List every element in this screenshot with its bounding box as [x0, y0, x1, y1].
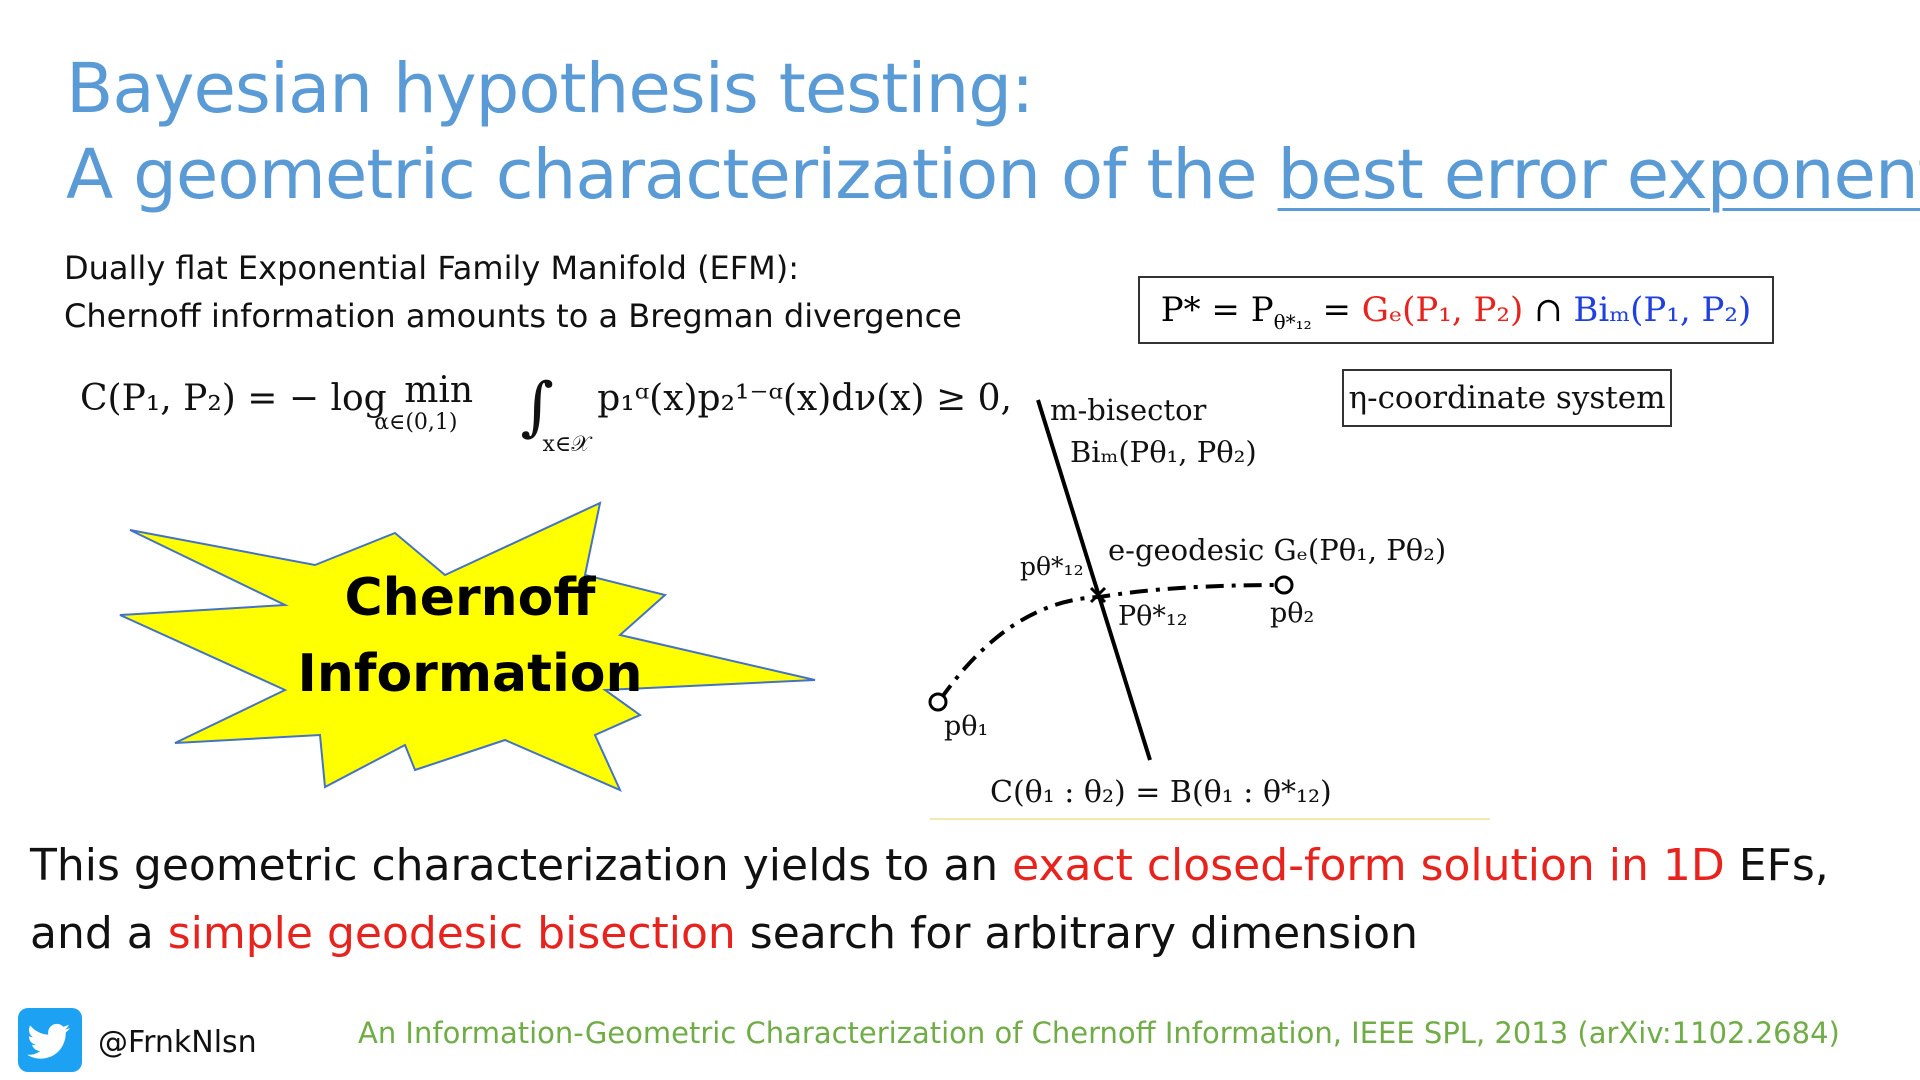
paper-reference: An Information-Geometric Characterizatio…	[358, 1016, 1840, 1050]
bisector-formula-label: Biₘ(Pθ₁, Pθ₂)	[1070, 435, 1257, 469]
pstar-bisector: Biₘ(P₁, P₂)	[1573, 290, 1752, 330]
slide-title: Bayesian hypothesis testing: A geometric…	[66, 46, 1920, 218]
starburst-line-2: Information	[297, 644, 643, 704]
p-theta2-label: pθ₂	[1270, 598, 1314, 629]
eta-coordinate-label: η-coordinate system	[1348, 380, 1666, 416]
p-theta1-label: pθ₁	[944, 711, 988, 742]
twitter-bird-glyph	[27, 1023, 71, 1059]
conclusion-text: This geometric characterization yields t…	[30, 832, 1829, 968]
starburst-text: Chernoff Information	[270, 560, 670, 712]
subtitle-line-1: Dually flat Exponential Family Manifold …	[64, 249, 800, 287]
title-line-2-prefix: A geometric characterization of the	[66, 135, 1278, 215]
p-theta1-point	[928, 692, 948, 712]
p-theta2-point	[1274, 575, 1294, 595]
formula-integral-subscript: x∈𝒳	[542, 432, 591, 457]
formula-min-subscript: α∈(0,1)	[374, 410, 458, 435]
conclusion-part-1: This geometric characterization yields t…	[30, 840, 1013, 891]
chernoff-formula: C(P₁, P₂) = − log min α∈(0,1) ∫ x∈𝒳 p₁ᵅ(…	[80, 370, 1012, 457]
pstar-equals: =	[1311, 290, 1362, 330]
e-geodesic-label: e-geodesic Gₑ(Pθ₁, Pθ₂)	[1108, 533, 1446, 567]
pstar-geodesic: Gₑ(P₁, P₂)	[1361, 290, 1524, 330]
pstar-prefix: P* = P	[1160, 290, 1274, 330]
P-theta-star-label: Pθ*₁₂	[1118, 601, 1188, 632]
diagram-caption: C(θ₁ : θ₂) = B(θ₁ : θ*₁₂)	[990, 775, 1332, 810]
p-theta-star-left-label: pθ*₁₂	[1020, 552, 1084, 581]
title-line-2: A geometric characterization of the best…	[66, 132, 1920, 218]
e-geodesic-curve	[938, 583, 1281, 702]
formula-min-label: min	[404, 370, 474, 411]
eta-coordinate-box: η-coordinate system	[1342, 369, 1672, 427]
title-line-1: Bayesian hypothesis testing:	[66, 49, 1034, 129]
conclusion-line-1: This geometric characterization yields t…	[30, 832, 1829, 900]
conclusion-line-2: and a simple geodesic bisection search f…	[30, 900, 1829, 968]
subtitle-line-2: Chernoff information amounts to a Bregma…	[64, 297, 962, 335]
starburst-polygon	[119, 501, 816, 792]
twitter-handle[interactable]: @FrnkNlsn	[98, 1025, 257, 1060]
intersection-cross	[1089, 586, 1107, 604]
twitter-bird-icon[interactable]	[18, 1008, 82, 1072]
formula-integral: ∫ x∈𝒳	[520, 370, 590, 457]
conclusion-part-6: search for arbitrary dimension	[735, 908, 1418, 959]
m-bisector-label: m-bisector	[1050, 393, 1207, 427]
pstar-formula-box: P* = Pθ*₁₂ = Gₑ(P₁, P₂) ∩ Biₘ(P₁, P₂)	[1138, 276, 1774, 344]
title-underlined-phrase: best error exponent	[1277, 135, 1920, 215]
conclusion-red-1: exact closed-form solution in 1D	[1012, 840, 1725, 891]
starburst-line-1: Chernoff	[344, 568, 596, 628]
conclusion-part-3: EFs,	[1724, 840, 1829, 891]
formula-min: min α∈(0,1)	[374, 370, 474, 435]
geometry-diagram: m-bisector Biₘ(Pθ₁, Pθ₂) e-geodesic Gₑ(P…	[928, 393, 1490, 820]
m-bisector-line	[1036, 399, 1152, 761]
conclusion-red-2: simple geodesic bisection	[167, 908, 736, 959]
pstar-theta-sub: θ*₁₂	[1273, 309, 1312, 334]
pstar-cap: ∩	[1523, 290, 1574, 330]
conclusion-part-4: and a	[30, 908, 168, 959]
formula-integral-sign: ∫	[520, 370, 554, 444]
formula-integrand: p₁ᵅ(x)p₂¹⁻ᵅ(x)dν(x) ≥ 0,	[597, 378, 1012, 419]
starburst-shape	[119, 501, 816, 792]
subtitle: Dually flat Exponential Family Manifold …	[64, 244, 962, 340]
formula-lhs: C(P₁, P₂) = − log	[80, 378, 387, 419]
